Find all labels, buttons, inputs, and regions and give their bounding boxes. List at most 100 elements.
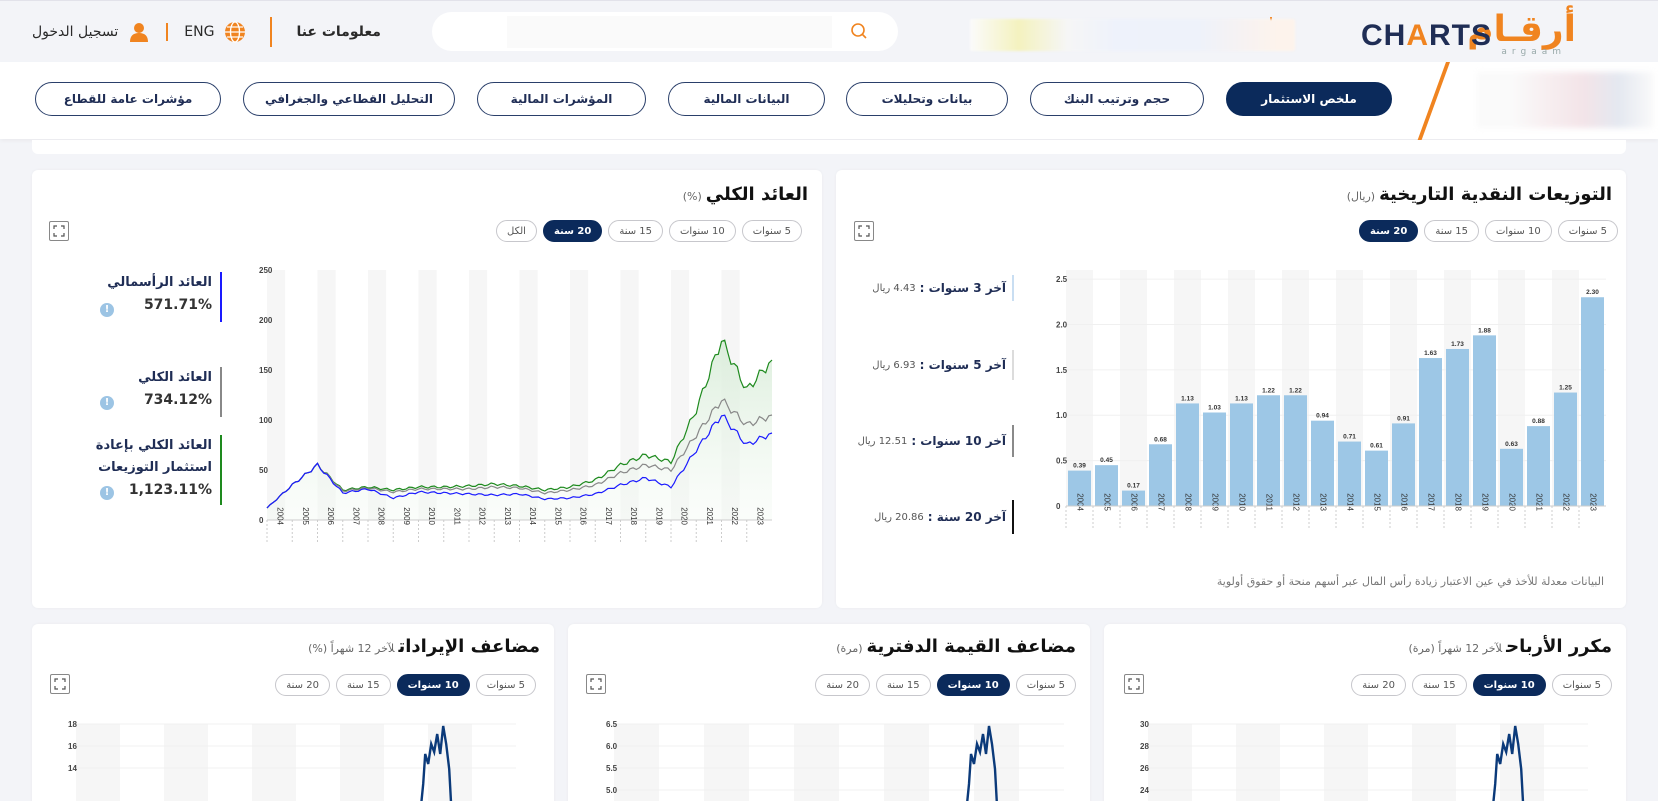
range-20y[interactable]: 20 سنة (1351, 674, 1406, 696)
svg-text:28: 28 (1140, 742, 1149, 751)
range-20y[interactable]: 20 سنة (815, 674, 870, 696)
total-return-card: العائد الكلي(%) 5 سنوات 10 سنوات 15 سنة … (32, 170, 822, 608)
blurred-ticker-banner (970, 19, 1295, 51)
svg-text:2011: 2011 (1264, 494, 1273, 512)
nav-financial-data[interactable]: البيانات المالية (668, 82, 825, 116)
expand-icon[interactable] (1124, 674, 1144, 694)
info-icon[interactable]: ! (100, 486, 114, 500)
range-15y[interactable]: 15 سنة (1411, 674, 1467, 696)
globe-icon[interactable] (224, 21, 246, 43)
svg-text:2011: 2011 (452, 508, 461, 526)
svg-text:2007: 2007 (1156, 493, 1165, 511)
nav-financial-indicators[interactable]: المؤشرات المالية (477, 82, 646, 116)
svg-text:2022: 2022 (730, 507, 739, 525)
nav-bank-size-rank[interactable]: حجم وترتيب البنك (1030, 82, 1204, 116)
range-10y[interactable]: 10 سنوات (1472, 674, 1546, 696)
argaam-logo[interactable]: أرقـام (1467, 9, 1577, 50)
range-15y[interactable]: 15 سنة (335, 674, 391, 696)
charts-logo[interactable]: CHARTS (1360, 19, 1492, 52)
svg-text:2013: 2013 (503, 507, 512, 525)
top-links: تسجيل الدخول ENG معلومات عنا (32, 17, 381, 47)
range-5y[interactable]: 5 سنوات (741, 220, 802, 242)
range-5y[interactable]: 5 سنوات (1557, 220, 1618, 242)
svg-text:2018: 2018 (1453, 493, 1462, 511)
dividends-title: التوزيعات النقدية التاريخية(ريال) (1346, 184, 1612, 205)
range-10y[interactable]: 10 سنوات (936, 674, 1010, 696)
svg-text:2017: 2017 (1426, 493, 1435, 511)
dividends-card: التوزيعات النقدية التاريخية(ريال) 5 سنوا… (836, 170, 1626, 608)
info-icon[interactable]: ! (100, 396, 114, 410)
svg-text:2009: 2009 (402, 507, 411, 525)
range-5y[interactable]: 5 سنوات (1551, 674, 1612, 696)
info-icon[interactable]: ! (100, 303, 114, 317)
svg-text:2021: 2021 (705, 507, 714, 525)
pe-line-chart: 30 28 26 24 (1140, 720, 1588, 801)
svg-text:6.0: 6.0 (606, 742, 618, 751)
range-20y[interactable]: 20 سنة (1358, 220, 1419, 242)
range-5y[interactable]: 5 سنوات (1015, 674, 1076, 696)
language-switch[interactable]: ENG (184, 24, 215, 40)
range-10y[interactable]: 10 سنوات (396, 674, 470, 696)
dividends-range-selector: 5 سنوات 10 سنوات 15 سنة 20 سنة (1358, 220, 1618, 242)
expand-icon[interactable] (49, 221, 69, 241)
expand-icon[interactable] (586, 674, 606, 694)
svg-text:2005: 2005 (301, 507, 310, 525)
svg-text:2008: 2008 (377, 507, 386, 525)
svg-text:0.88: 0.88 (1532, 418, 1545, 425)
svg-text:2010: 2010 (427, 507, 436, 525)
nav-sector-geo-analysis[interactable]: التحليل القطاعي والجغرافي (243, 82, 455, 116)
section-nav: ملخص الاستثمار حجم وترتيب البنك بيانات و… (0, 62, 1658, 140)
svg-text:14: 14 (68, 764, 77, 773)
svg-text:24: 24 (1140, 786, 1149, 795)
svg-text:1.0: 1.0 (1056, 411, 1068, 420)
ps-line-chart: 18 16 14 (68, 720, 516, 801)
svg-text:2004: 2004 (1075, 493, 1084, 511)
nav-sector-general-indicators[interactable]: مؤشرات عامة للقطاع (35, 82, 221, 116)
login-link[interactable]: تسجيل الدخول (32, 24, 119, 40)
search-input[interactable] (507, 16, 832, 48)
svg-text:26: 26 (1140, 764, 1149, 773)
nav-data-analysis[interactable]: بيانات وتحليلات (846, 82, 1008, 116)
range-all[interactable]: الكل (496, 220, 537, 242)
summary-last-20y: آخر 20 سنة :20.86 ريال (874, 500, 1014, 534)
pb-card: مضاعف القيمة الدفترية(مرة) 5 سنوات 10 سن… (568, 624, 1090, 801)
range-20y[interactable]: 20 سنة (542, 220, 603, 242)
summary-last-5y: آخر 5 سنوات :6.93 ريال (872, 350, 1014, 380)
svg-text:250: 250 (259, 266, 273, 275)
legend-total-return: العائد الكلي 734.12% (138, 367, 222, 417)
top-bar: أرقـام argaam CHARTS تسجيل الدخول ENG مع… (0, 0, 1658, 62)
svg-text:150: 150 (259, 366, 273, 375)
range-15y[interactable]: 15 سنة (608, 220, 664, 242)
about-link[interactable]: معلومات عنا (296, 24, 381, 40)
svg-text:2021: 2021 (1534, 493, 1543, 511)
total-return-title: العائد الكلي(%) (682, 184, 808, 205)
svg-text:1.03: 1.03 (1208, 405, 1221, 412)
expand-icon[interactable] (854, 221, 874, 241)
svg-text:2023: 2023 (1588, 493, 1597, 511)
range-5y[interactable]: 5 سنوات (475, 674, 536, 696)
svg-text:0.5: 0.5 (1056, 457, 1068, 466)
svg-text:0.63: 0.63 (1505, 441, 1518, 448)
search-bar[interactable] (432, 12, 898, 51)
range-15y[interactable]: 15 سنة (875, 674, 931, 696)
svg-text:2015: 2015 (553, 507, 562, 525)
nav-investment-summary[interactable]: ملخص الاستثمار (1226, 82, 1392, 116)
search-icon[interactable] (850, 22, 868, 40)
svg-text:2016: 2016 (579, 507, 588, 525)
svg-text:5.0: 5.0 (606, 786, 618, 795)
svg-text:2008: 2008 (1183, 493, 1192, 511)
svg-text:2.0: 2.0 (1056, 320, 1068, 329)
range-10y[interactable]: 10 سنوات (669, 220, 736, 242)
svg-text:2004: 2004 (276, 507, 285, 525)
range-15y[interactable]: 15 سنة (1424, 220, 1480, 242)
svg-text:2006: 2006 (326, 507, 335, 525)
range-10y[interactable]: 10 سنوات (1485, 220, 1552, 242)
svg-text:1.88: 1.88 (1478, 327, 1491, 334)
svg-text:2014: 2014 (1345, 493, 1354, 511)
divider (270, 17, 273, 47)
svg-text:2017: 2017 (604, 507, 613, 525)
range-20y[interactable]: 20 سنة (275, 674, 330, 696)
svg-text:16: 16 (68, 742, 77, 751)
user-icon[interactable] (128, 21, 150, 43)
expand-icon[interactable] (50, 674, 70, 694)
